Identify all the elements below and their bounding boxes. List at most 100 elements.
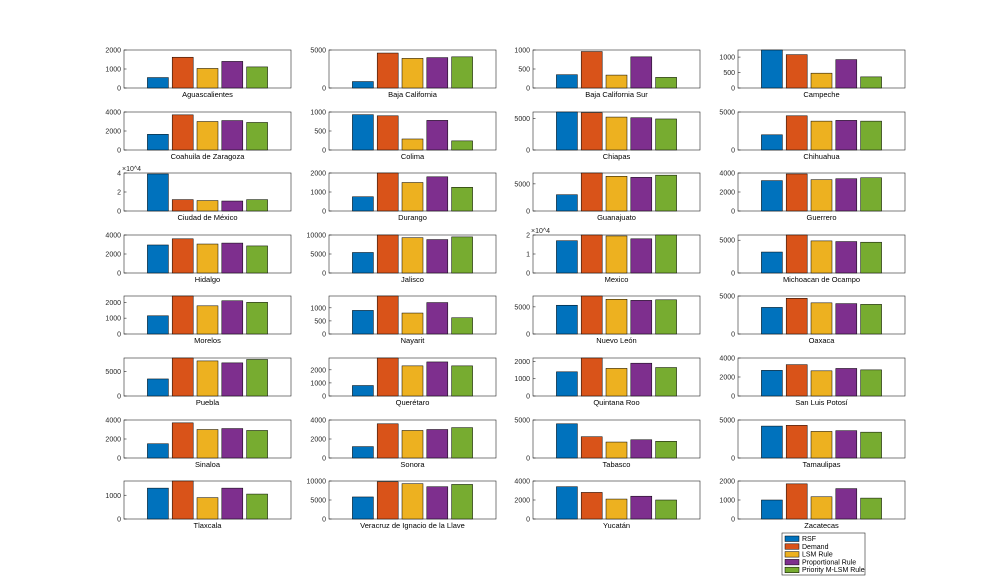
y-tick-label: 2000 xyxy=(105,300,121,307)
panel-title: Nayarit xyxy=(401,336,426,345)
bar xyxy=(451,317,473,335)
bar xyxy=(376,115,399,151)
bar xyxy=(605,176,628,212)
bar xyxy=(630,439,653,459)
panel: 0 5000 Chiapas xyxy=(514,111,701,161)
y-tick-label: 0 xyxy=(322,332,326,339)
y-tick-label: 2000 xyxy=(105,437,121,444)
panel-title: Campeche xyxy=(803,90,839,99)
y-tick-label: 0 xyxy=(322,271,326,278)
bar xyxy=(761,134,783,151)
panel: 0 5000 10000 Veracruz de Ignacio de la Llav… xyxy=(307,479,497,530)
bar xyxy=(196,200,219,212)
panel: 0 2000 4000 Guerrero xyxy=(719,171,906,222)
bar xyxy=(580,112,603,151)
y-tick-label: 2 xyxy=(117,190,121,197)
y-tick-label: 2000 xyxy=(310,437,326,444)
bar xyxy=(171,56,194,89)
bar xyxy=(376,423,399,459)
y-tick-label: 500 xyxy=(314,129,326,136)
y-tick-label: 1000 xyxy=(310,110,326,117)
legend-label: RSF xyxy=(802,536,816,543)
panel: 0 5000 Nuevo León xyxy=(514,295,701,345)
panel: 0 500 1000 Nayarit xyxy=(310,295,497,345)
bar xyxy=(376,172,399,212)
y-tick-label: 500 xyxy=(518,67,530,74)
bar xyxy=(605,441,628,459)
panel-title: Durango xyxy=(398,213,427,222)
y-tick-label: 2000 xyxy=(310,171,326,178)
y-tick-label: 0 xyxy=(731,86,735,93)
y-tick-label: 0 xyxy=(117,209,121,216)
panel: 0 1000 2000 Aguascalientes xyxy=(105,48,292,99)
y-tick-label: 5000 xyxy=(310,48,326,55)
y-tick-label: 10000 xyxy=(307,233,327,240)
bar xyxy=(376,481,399,520)
panel: 0 1000 2000 Durango xyxy=(310,171,497,222)
panel-title: Quintana Roo xyxy=(593,398,639,407)
panel-title: Sinaloa xyxy=(195,460,221,469)
bar xyxy=(426,239,449,274)
y-tick-label: 2000 xyxy=(105,252,121,259)
bar xyxy=(451,56,473,89)
bar xyxy=(196,68,219,89)
y-exponent-label: ×10^4 xyxy=(531,228,550,235)
legend-swatch xyxy=(784,559,800,566)
bar xyxy=(171,114,194,151)
y-tick-label: 0 xyxy=(526,209,530,216)
bar xyxy=(171,480,194,520)
y-tick-label: 0 xyxy=(117,517,121,524)
panel: 0 5000 Oaxaca xyxy=(719,294,906,345)
bar xyxy=(246,66,268,89)
y-tick-label: 1000 xyxy=(514,48,530,55)
panel-title: Oaxaca xyxy=(809,336,836,345)
panel: 0 2000 4000 Hidalgo xyxy=(105,233,292,284)
bar xyxy=(451,484,473,520)
panel-title: Coahuila de Zaragoza xyxy=(171,152,246,161)
panel: 0 1000 2000 Morelos xyxy=(105,295,292,345)
bar xyxy=(630,238,653,274)
bar xyxy=(605,368,628,397)
panel-title: Guanajuato xyxy=(597,213,636,222)
bar xyxy=(401,483,424,520)
bar xyxy=(221,487,244,520)
y-tick-label: 0 xyxy=(526,517,530,524)
y-tick-label: 1000 xyxy=(105,493,121,500)
y-tick-label: 0 xyxy=(731,209,735,216)
bar xyxy=(147,173,169,212)
panel: 0 5000 10000 Jalisco xyxy=(307,233,497,284)
bar xyxy=(761,499,783,520)
legend-swatch xyxy=(784,543,800,550)
y-tick-label: 2000 xyxy=(514,359,530,366)
panel-title: Tamaulipas xyxy=(803,460,841,469)
panel-title: Ciudad de México xyxy=(177,213,237,222)
bar xyxy=(605,498,628,520)
bar xyxy=(352,81,374,89)
bar xyxy=(246,199,268,212)
bar xyxy=(171,295,194,335)
y-tick-label: 0 xyxy=(731,456,735,463)
y-tick-label: 2000 xyxy=(719,479,735,486)
bar xyxy=(835,241,858,274)
bar xyxy=(451,427,473,459)
y-tick-label: 1000 xyxy=(310,380,326,387)
bar xyxy=(246,493,268,520)
y-tick-label: 1000 xyxy=(514,376,530,383)
y-tick-label: 500 xyxy=(314,318,326,325)
bar xyxy=(426,486,449,520)
bar xyxy=(246,245,268,274)
legend-label: Priority M-LSM Rule xyxy=(802,567,865,574)
panel: 0 5000 Baja California xyxy=(310,48,497,99)
y-tick-label: 4000 xyxy=(105,110,121,117)
y-tick-label: 0 xyxy=(322,209,326,216)
bar xyxy=(147,443,169,459)
bar xyxy=(401,312,424,335)
bar xyxy=(401,365,424,397)
bar xyxy=(147,378,169,397)
panel-title: Morelos xyxy=(194,336,221,345)
y-tick-label: 0 xyxy=(117,271,121,278)
bar xyxy=(655,174,677,212)
bar xyxy=(556,371,578,397)
y-tick-label: 0 xyxy=(322,148,326,155)
